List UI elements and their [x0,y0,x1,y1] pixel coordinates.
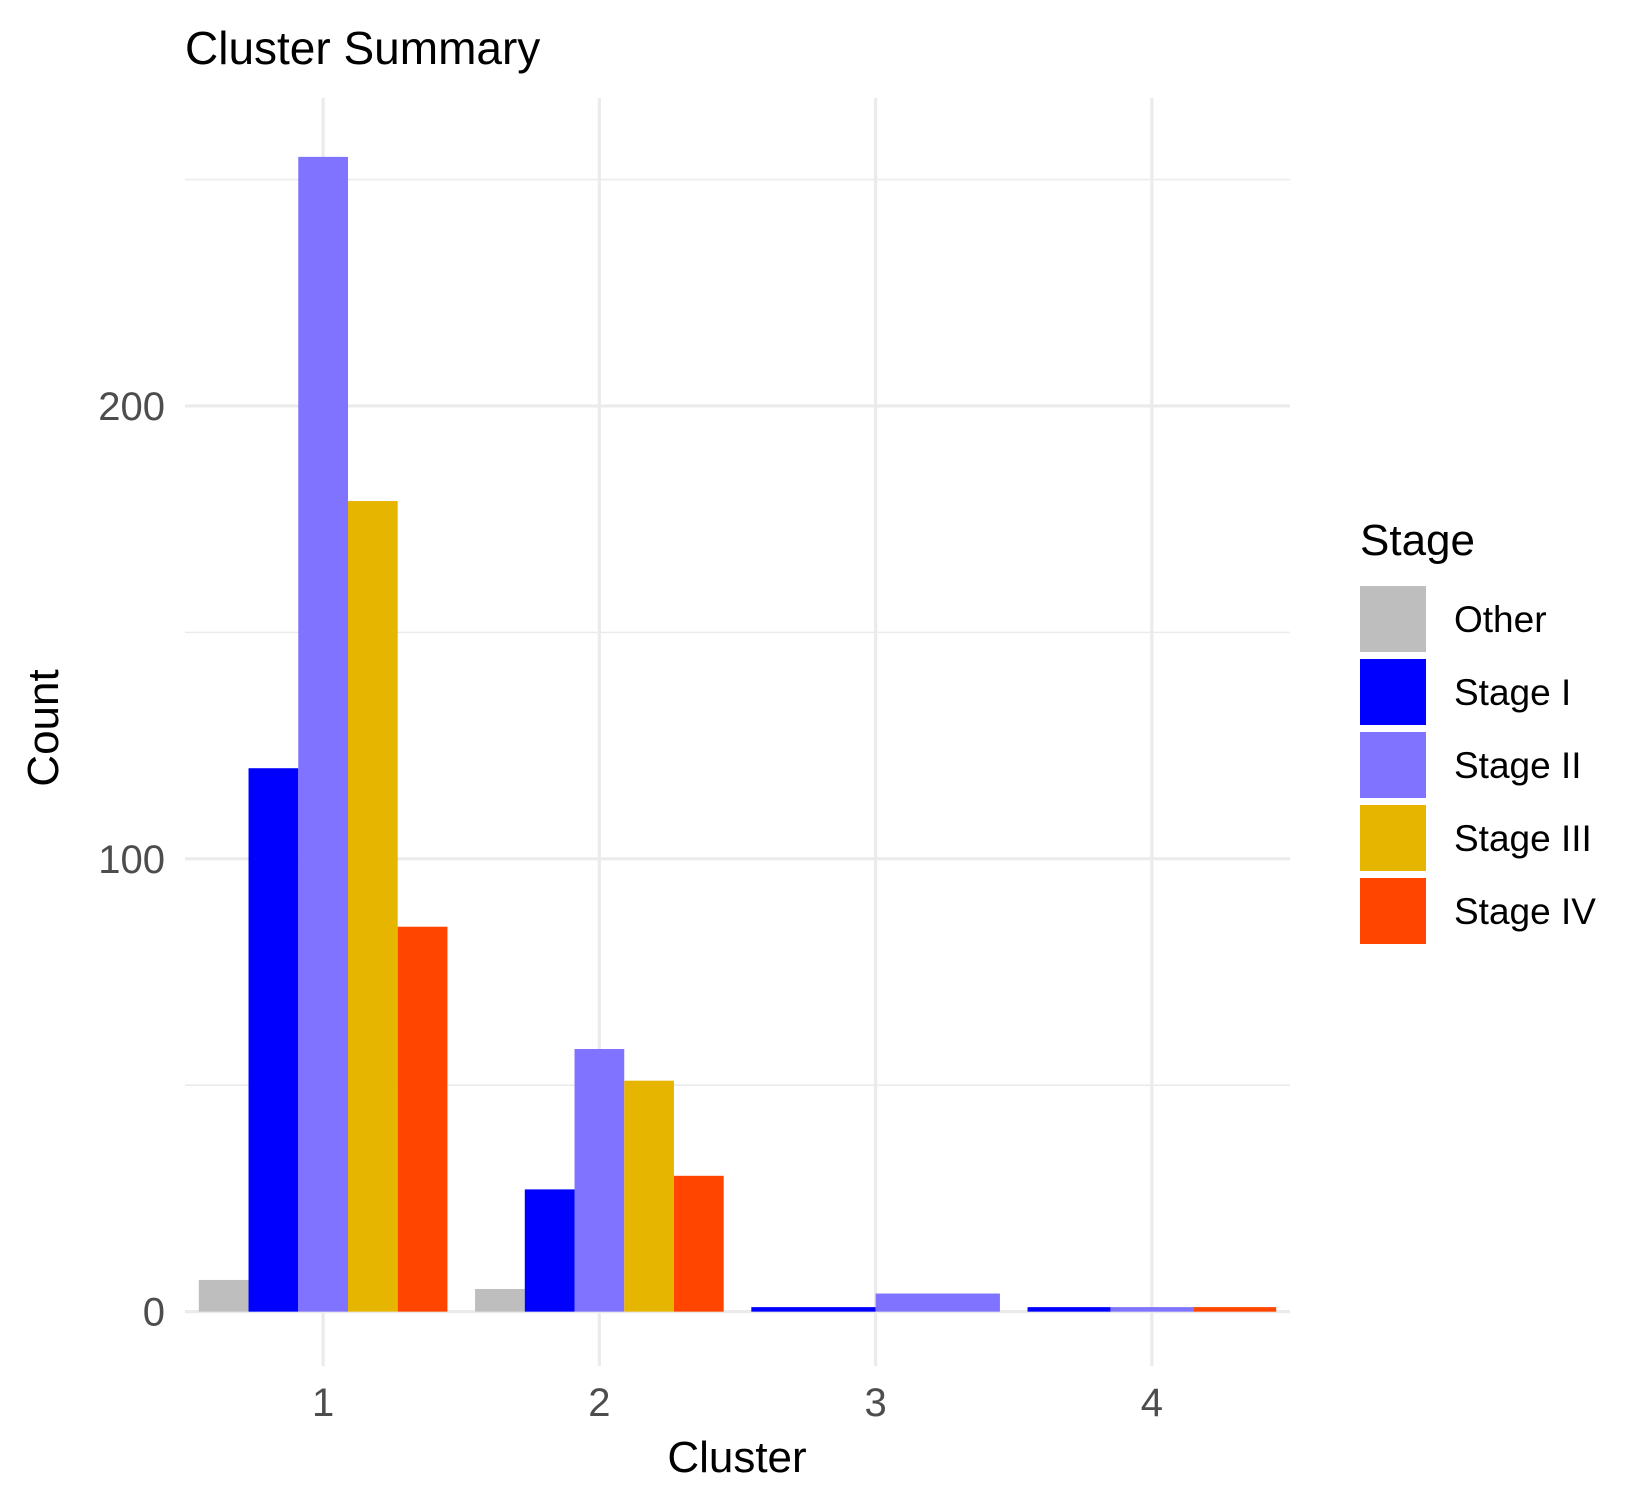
legend: Stage Other Stage I Stage II Stage III Stage… [1360,516,1596,944]
legend-key-stage-iii [1360,805,1426,871]
legend-label-stage-iii: Stage III [1454,818,1592,859]
bar-cluster-1-other [198,1279,249,1312]
legend-key-stage-iv [1360,878,1426,944]
x-axis-title: Cluster [667,1433,806,1482]
bar-cluster-2-stage-iv [673,1175,724,1312]
y-tick-label: 0 [143,1291,165,1335]
bar-cluster-1-stage-ii [298,156,348,1312]
x-tick-label: 2 [588,1381,610,1425]
bar-cluster-2-stage-ii [574,1049,625,1312]
bar-cluster-3-stage-ii [875,1293,1000,1312]
legend-label-other: Other [1454,599,1547,640]
bar-cluster-2-stage-iii [624,1080,674,1312]
y-axis-ticks: 0 100 200 [98,385,165,1335]
bar-cluster-4-stage-ii [1110,1307,1194,1312]
chart-title: Cluster Summary [185,22,540,74]
bar-cluster-4-stage-iv [1193,1307,1277,1312]
legend-label-stage-iv: Stage IV [1454,891,1596,932]
x-tick-label: 1 [312,1381,334,1425]
legend-key-other [1360,586,1426,652]
legend-key-stage-ii [1360,732,1426,798]
legend-label-stage-ii: Stage II [1454,745,1582,786]
x-tick-label: 3 [865,1381,887,1425]
x-axis-ticks: 1 2 3 4 [312,1381,1163,1425]
y-tick-label: 200 [98,385,165,429]
bar-cluster-4-stage-i [1027,1307,1111,1312]
bar-cluster-2-other [475,1289,525,1312]
legend-label-stage-i: Stage I [1454,672,1571,713]
y-tick-label: 100 [98,838,165,882]
legend-items: Other Stage I Stage II Stage III Stage IV [1360,586,1596,944]
legend-key-stage-i [1360,659,1426,725]
bar-cluster-1-stage-iii [347,501,398,1312]
bar-cluster-2-stage-i [524,1189,575,1312]
y-axis-title: Count [19,669,68,786]
bar-cluster-1-stage-i [248,768,299,1312]
bar-cluster-1-stage-iv [397,926,448,1312]
bar-cluster-3-stage-i [751,1307,876,1312]
legend-title: Stage [1360,516,1475,565]
x-tick-label: 4 [1141,1381,1163,1425]
bars [198,156,1277,1312]
